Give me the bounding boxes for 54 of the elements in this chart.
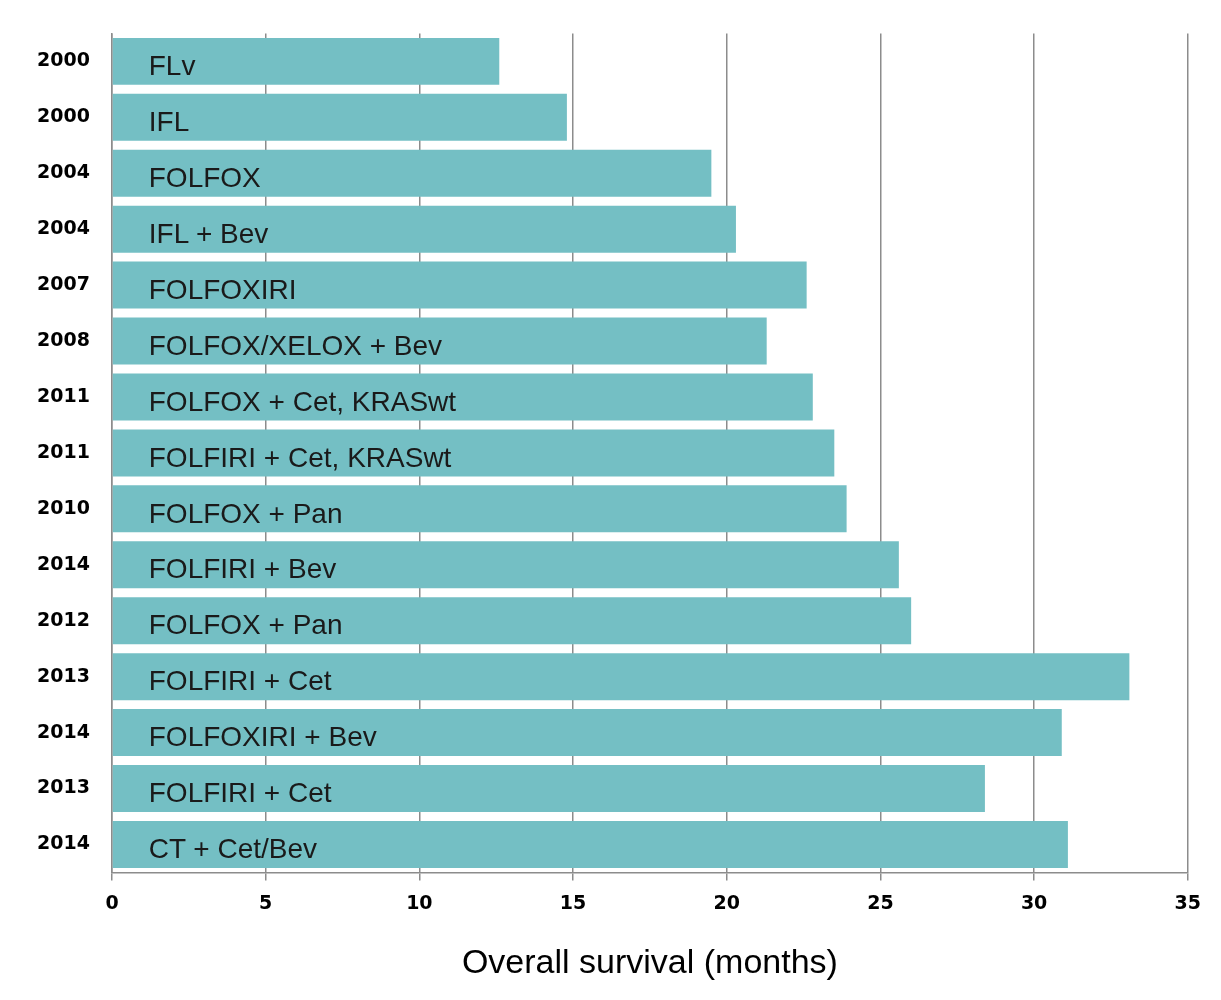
data-label: FOLFIRI + Bev: [148, 553, 337, 585]
data-label: FOLFOXIRI: [148, 273, 297, 305]
y-tick-label: 2011: [37, 439, 90, 462]
y-tick-label: 2013: [37, 775, 90, 798]
x-tick-label: 20: [713, 890, 740, 913]
bar: [112, 429, 835, 477]
x-tick-label: 30: [1020, 890, 1048, 913]
data-label: IFL + Bev: [148, 217, 269, 249]
bar: [112, 373, 813, 421]
y-tick-label: 2010: [37, 495, 90, 518]
bar: [112, 597, 912, 645]
data-label: FOLFOX + Pan: [148, 497, 343, 529]
data-label: FOLFIRI + Cet: [148, 665, 332, 697]
data-label: FOLFOX: [148, 161, 262, 193]
x-tick-label: 25: [867, 890, 894, 913]
x-tick-label: 5: [259, 890, 273, 913]
y-tick-label: 2000: [37, 104, 90, 127]
data-label: FOLFOX + Pan: [148, 609, 343, 641]
bar: [112, 653, 1130, 701]
bar: [112, 485, 847, 533]
bar: [112, 205, 736, 253]
data-label: IFL: [148, 106, 190, 138]
y-tick-label: 2004: [37, 216, 90, 239]
data-label: FLv: [148, 50, 196, 82]
x-tick-label: 0: [105, 890, 119, 913]
data-label: FOLFIRI + Cet: [148, 777, 332, 809]
bar: [112, 765, 985, 812]
y-tick-label: 2013: [37, 663, 90, 686]
data-label: FOLFOXIRI + Bev: [148, 721, 377, 753]
bar: [112, 37, 500, 85]
data-label: FOLFOX + Cet, KRASwt: [148, 385, 457, 417]
x-tick-label: 35: [1174, 890, 1202, 913]
bar: [112, 541, 899, 589]
bar: [112, 93, 567, 141]
bar: [112, 820, 1068, 868]
y-tick-label: 2000: [37, 48, 90, 71]
bar: [112, 261, 807, 309]
y-tick-label: 2014: [37, 719, 90, 742]
x-tick-label: 15: [559, 890, 587, 913]
bar: [112, 149, 712, 197]
x-axis-title: Overall survival (months): [461, 941, 838, 980]
data-label: CT + Cet/Bev: [148, 833, 318, 865]
y-tick-label: 2004: [37, 160, 90, 183]
y-tick-label: 2011: [37, 383, 90, 406]
bar: [112, 709, 1062, 757]
data-label: FOLFIRI + Cet, KRASwt: [148, 441, 452, 473]
bar: [112, 317, 767, 365]
y-tick-label: 2012: [37, 607, 90, 630]
y-tick-label: 2014: [37, 551, 90, 574]
y-tick-label: 2008: [37, 327, 90, 350]
y-tick-label: 2007: [37, 272, 90, 295]
y-tick-label: 2014: [37, 831, 90, 854]
data-label: FOLFOX/XELOX + Bev: [148, 329, 443, 361]
x-tick-label: 10: [406, 890, 433, 913]
